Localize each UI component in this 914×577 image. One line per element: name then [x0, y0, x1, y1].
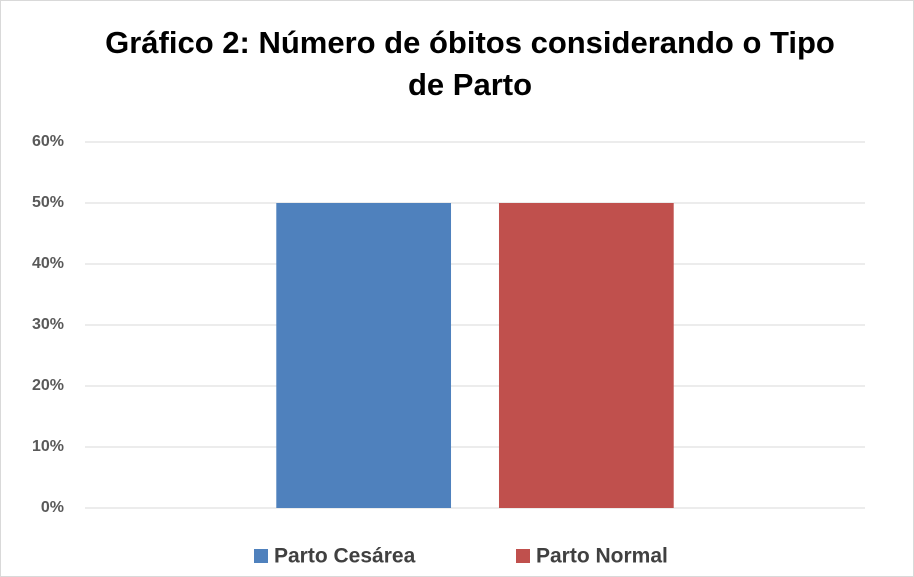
y-tick-label: 50%: [32, 194, 64, 211]
bar: [498, 203, 674, 508]
legend-label: Parto Cesárea: [274, 545, 416, 568]
chart-title: Gráfico 2: Número de óbitos considerando…: [105, 25, 835, 102]
legend-label: Parto Normal: [536, 545, 668, 568]
y-tick-label: 20%: [32, 377, 64, 394]
y-tick-label: 40%: [32, 255, 64, 272]
legend-swatch: [254, 549, 268, 563]
y-tick-label: 0%: [41, 499, 64, 516]
y-tick-label: 30%: [32, 316, 64, 333]
bar: [276, 203, 452, 508]
y-tick-label: 60%: [32, 133, 64, 150]
y-tick-label: 10%: [32, 438, 64, 455]
legend-swatch: [516, 549, 530, 563]
